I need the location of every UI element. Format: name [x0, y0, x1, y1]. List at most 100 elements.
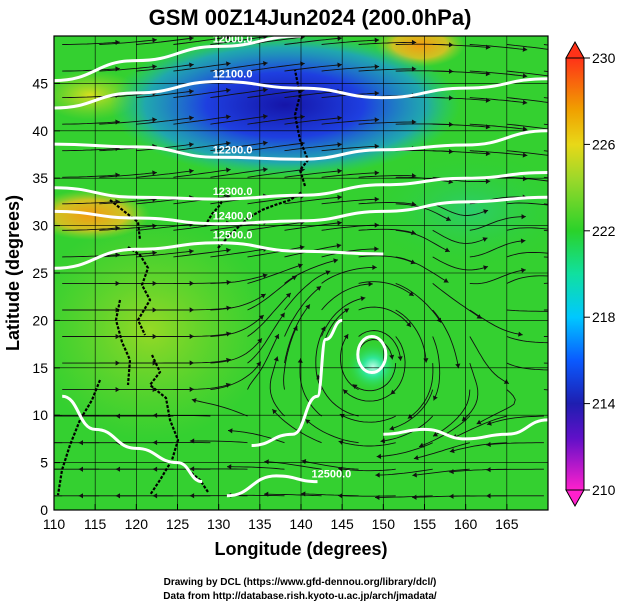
streamline-arrow [486, 467, 491, 473]
streamline [272, 408, 322, 444]
streamline [99, 252, 157, 258]
streamline-arrow [226, 61, 231, 67]
streamline-arrow [264, 459, 269, 465]
streamline-arrow [191, 398, 197, 404]
streamline-arrow [448, 179, 454, 185]
streamline [461, 362, 479, 422]
contour-label: 12500.0 [213, 230, 253, 242]
streamline-arrow [406, 322, 411, 327]
contour-label: 12500.0 [312, 469, 352, 481]
streamline-arrow [482, 237, 488, 242]
streamline [210, 168, 268, 178]
streamline-arrow [374, 246, 379, 252]
streamline-arrow [226, 36, 231, 40]
streamline [247, 89, 305, 99]
height-contours: 12000.0 12100.0 12200.0 12300.0 12400.0 12500… [54, 33, 548, 498]
streamline [247, 333, 280, 390]
streamline-arrow [374, 117, 380, 123]
streamline-arrow [368, 281, 373, 287]
coastline [114, 299, 132, 386]
streamline-arrow [336, 243, 342, 249]
streamline-arrow [152, 64, 157, 70]
streamline [62, 200, 120, 205]
streamline [210, 248, 268, 258]
y-axis-ticks: 0 5 10 15 20 25 30 35 40 45 [32, 75, 60, 518]
anticyclone-contour [356, 335, 388, 375]
streamline [62, 227, 120, 231]
y-tick-label: 15 [32, 360, 48, 376]
streamline-arrow [485, 151, 491, 157]
streamline [338, 440, 396, 447]
streamline [284, 37, 342, 45]
streamline-arrow [189, 36, 194, 42]
y-tick-label: 30 [32, 218, 48, 234]
streamline [247, 264, 303, 284]
streamline [340, 333, 359, 390]
streamline-arrow [263, 114, 268, 120]
streamline-arrow [596, 76, 601, 81]
streamline [469, 123, 528, 130]
streamline [173, 115, 231, 125]
streamline-arrow [189, 142, 194, 148]
streamline [210, 338, 263, 364]
streamline-arrow [412, 494, 417, 500]
streamline-arrow [374, 170, 380, 176]
streamline [284, 117, 342, 125]
streamline-arrow [449, 448, 455, 454]
streamline-arrow [445, 216, 451, 222]
x-tick-label: 165 [495, 516, 519, 532]
streamline [284, 304, 311, 364]
streamline [358, 68, 417, 72]
streamline [321, 39, 380, 45]
streamline [432, 70, 491, 75]
streamline-arrow [189, 62, 194, 68]
streamline-arrow [189, 89, 194, 95]
streamline [284, 143, 342, 152]
streamline-arrow [5, 414, 9, 419]
streamline [432, 150, 491, 155]
streamline [395, 282, 442, 323]
streamline-arrow [337, 36, 342, 42]
streamline [432, 256, 489, 271]
streamline [247, 142, 305, 152]
streamline [321, 198, 380, 205]
colorbar-min-arrow [565, 489, 585, 508]
streamline [247, 169, 305, 178]
streamline-arrow [5, 467, 9, 472]
streamline [284, 170, 342, 178]
streamline [62, 68, 120, 72]
streamline-arrow [115, 466, 121, 472]
x-tick-label: 115 [84, 516, 107, 532]
streamline-arrow [273, 356, 279, 362]
streamline [210, 36, 268, 45]
streamline [136, 143, 194, 152]
streamline-arrow [486, 493, 491, 499]
cool-patch-east [360, 150, 548, 270]
streamline [173, 169, 231, 178]
streamline-arrow [78, 440, 83, 446]
streamline-arrow [78, 493, 83, 499]
streamline-arrow [443, 278, 449, 283]
streamline-arrow [297, 263, 303, 269]
streamline [469, 97, 528, 104]
streamline [432, 309, 459, 369]
streamline [62, 147, 120, 152]
contour-label: 12400.0 [213, 211, 253, 223]
streamline-arrow [189, 438, 195, 444]
streamline [210, 293, 266, 311]
colorbar-tick-label: 218 [592, 309, 616, 325]
streamline-arrow [372, 264, 377, 270]
streamline [173, 383, 231, 391]
streamline-arrow [5, 493, 9, 498]
coastline [293, 69, 310, 187]
contour-label: 12000.0 [213, 33, 253, 45]
contour-label: 12300.0 [213, 186, 253, 198]
streamline [395, 229, 450, 253]
streamline-arrow [560, 180, 565, 185]
streamline [413, 442, 470, 460]
streamline-arrow [380, 438, 386, 444]
streamline [210, 274, 268, 284]
streamline [395, 256, 449, 283]
x-tick-label: 110 [43, 516, 66, 532]
streamline-arrow [337, 142, 342, 148]
